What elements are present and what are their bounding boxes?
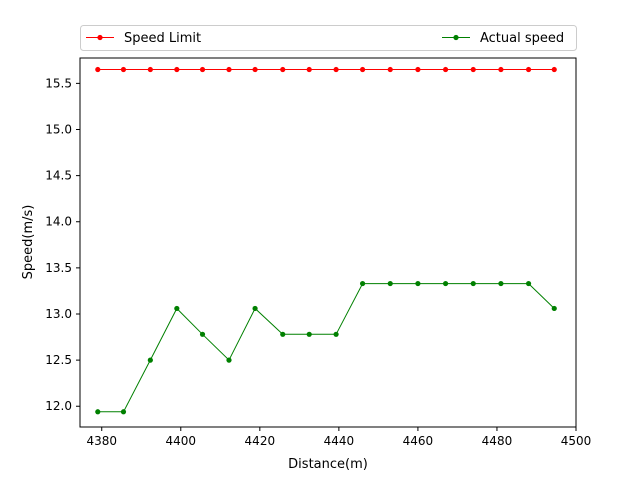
data-point-actual-speed bbox=[525, 280, 532, 287]
data-point-speed-limit bbox=[306, 66, 312, 73]
data-point-speed-limit bbox=[387, 66, 393, 73]
data-point-actual-speed bbox=[95, 409, 101, 415]
legend-label-actual-speed: Actual speed bbox=[480, 31, 564, 46]
data-point-speed-limit bbox=[95, 66, 101, 73]
y-tick-label: 14.0 bbox=[45, 215, 72, 229]
data-point-actual-speed bbox=[498, 280, 504, 287]
data-point-actual-speed bbox=[359, 280, 366, 287]
data-point-speed-limit bbox=[525, 66, 532, 73]
x-tick-label: 4420 bbox=[245, 434, 276, 448]
x-tick-label: 4500 bbox=[561, 434, 592, 448]
y-tick-label: 15.0 bbox=[45, 122, 72, 136]
legend: Speed Limit Actual speed bbox=[80, 25, 577, 51]
x-tick-label: 4380 bbox=[86, 434, 117, 448]
data-point-actual-speed bbox=[120, 409, 127, 415]
data-point-speed-limit bbox=[470, 66, 476, 73]
data-point-actual-speed bbox=[333, 331, 339, 337]
data-point-speed-limit bbox=[498, 66, 504, 73]
data-point-actual-speed bbox=[306, 331, 312, 337]
data-point-speed-limit bbox=[147, 66, 153, 73]
y-axis-label: Speed(m/s) bbox=[21, 205, 36, 280]
x-axis-label: Distance(m) bbox=[288, 457, 368, 472]
data-point-actual-speed bbox=[415, 280, 421, 287]
legend-label-speed-limit: Speed Limit bbox=[124, 31, 201, 46]
data-point-speed-limit bbox=[174, 66, 180, 73]
legend-marker-speed-limit bbox=[97, 34, 103, 41]
legend-box bbox=[80, 25, 577, 51]
y-tick-label: 14.5 bbox=[45, 169, 72, 183]
data-point-actual-speed bbox=[252, 305, 258, 312]
data-point-actual-speed bbox=[199, 331, 206, 337]
data-point-actual-speed bbox=[470, 280, 476, 287]
data-point-speed-limit bbox=[442, 66, 449, 73]
data-point-speed-limit bbox=[226, 66, 232, 73]
plot-frame bbox=[79, 57, 577, 428]
series-line-actual-speed bbox=[97, 283, 555, 413]
y-axis-ticks: 12.0 12.5 13.0 13.5 14.0 14.5 15.0 15.5 bbox=[45, 76, 80, 413]
legend-marker-actual-speed bbox=[453, 34, 459, 41]
y-tick-label: 13.0 bbox=[45, 307, 72, 321]
x-tick-label: 4460 bbox=[403, 434, 434, 448]
x-axis-ticks: 4380 4400 4420 4440 4460 4480 4500 bbox=[86, 427, 591, 448]
data-point-speed-limit bbox=[551, 66, 557, 73]
data-point-actual-speed bbox=[147, 357, 153, 363]
x-tick-label: 4480 bbox=[482, 434, 513, 448]
data-point-actual-speed bbox=[280, 331, 286, 337]
y-tick-label: 15.5 bbox=[45, 76, 72, 90]
data-point-speed-limit bbox=[333, 66, 339, 73]
data-point-speed-limit bbox=[359, 66, 366, 73]
data-point-actual-speed bbox=[442, 280, 449, 287]
series-layer bbox=[95, 66, 557, 415]
data-point-actual-speed bbox=[174, 305, 180, 312]
data-point-actual-speed bbox=[387, 280, 393, 287]
x-tick-label: 4440 bbox=[324, 434, 355, 448]
data-point-speed-limit bbox=[280, 66, 286, 73]
y-tick-label: 12.5 bbox=[45, 353, 72, 367]
data-point-actual-speed bbox=[226, 357, 232, 363]
data-point-actual-speed bbox=[551, 305, 557, 312]
data-point-speed-limit bbox=[199, 66, 206, 73]
data-point-speed-limit bbox=[120, 66, 127, 73]
y-tick-label: 13.5 bbox=[45, 261, 72, 275]
y-tick-label: 12.0 bbox=[45, 399, 72, 413]
data-point-speed-limit bbox=[415, 66, 421, 73]
data-point-speed-limit bbox=[252, 66, 258, 73]
x-tick-label: 4400 bbox=[166, 434, 197, 448]
